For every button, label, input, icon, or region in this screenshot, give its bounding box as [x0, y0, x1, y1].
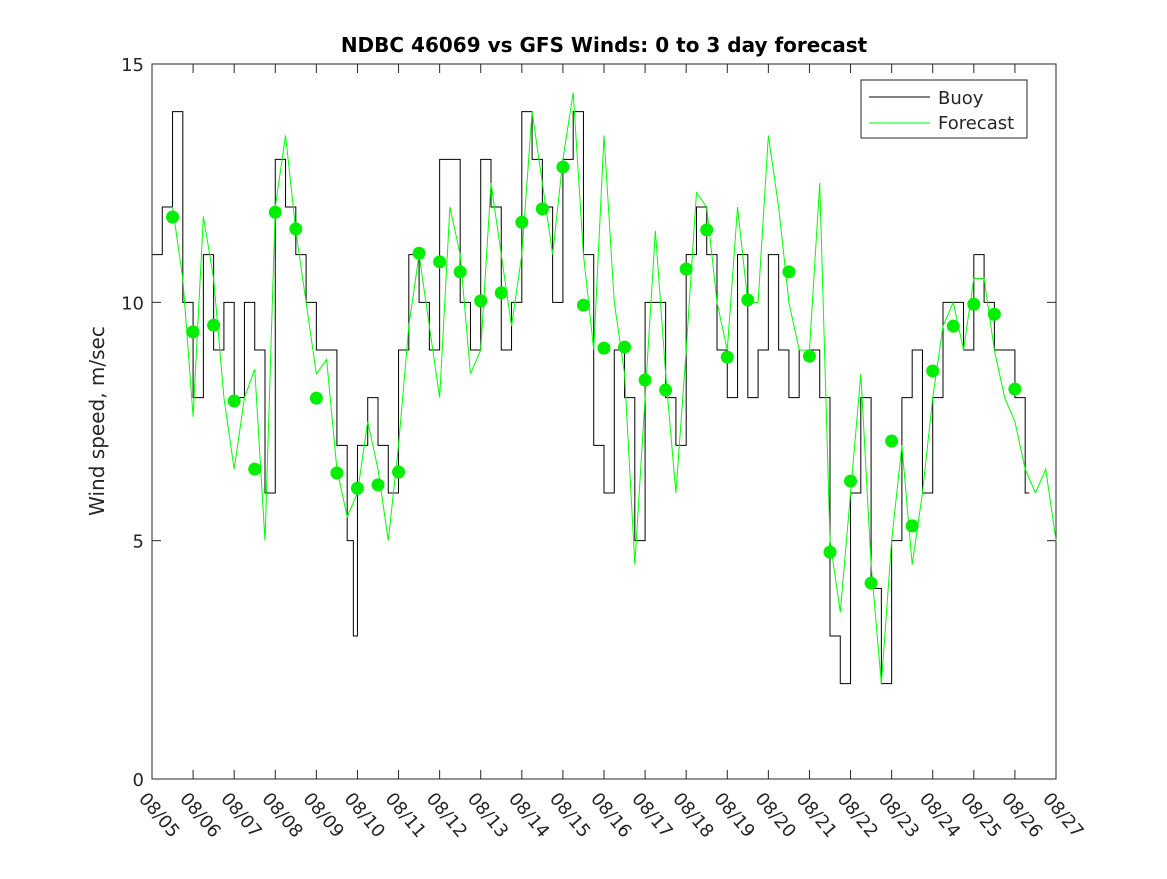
x-tick-label: 08/10 [340, 789, 389, 842]
forecast-analysis-point [576, 298, 590, 312]
x-tick-label: 08/12 [422, 789, 471, 842]
plot-area: 05101508/0508/0608/0708/0808/0908/1008/1… [121, 55, 1088, 842]
legend-box [860, 79, 1028, 139]
x-tick-label: 08/13 [463, 789, 512, 842]
forecast-analysis-point [741, 293, 755, 307]
x-tick-label: 08/27 [1038, 789, 1087, 842]
x-tick-label: 08/08 [257, 789, 306, 842]
forecast-analysis-point [556, 160, 570, 174]
forecast-analysis-point [802, 349, 816, 363]
chart-title: NDBC 46069 vs GFS Winds: 0 to 3 day fore… [341, 33, 868, 57]
forecast-analysis-point [494, 286, 508, 300]
forecast-analysis-point [453, 265, 467, 279]
forecast-analysis-point [618, 340, 632, 354]
forecast-analysis-point [309, 391, 323, 405]
forecast-analysis-point [515, 215, 529, 229]
y-axis-label: Wind speed, m/sec [85, 326, 109, 516]
x-tick-label: 08/23 [874, 789, 923, 842]
y-tick-label: 0 [133, 770, 144, 791]
x-tick-label: 08/19 [709, 789, 758, 842]
forecast-analysis-point [227, 394, 241, 408]
forecast-analysis-point [946, 319, 960, 333]
x-tick-label: 08/25 [956, 789, 1005, 842]
forecast-analysis-point [967, 297, 981, 311]
x-tick-label: 08/06 [175, 789, 224, 842]
y-tick-label: 15 [121, 55, 144, 76]
axes-box [151, 63, 1057, 780]
x-tick-label: 08/15 [545, 789, 594, 842]
x-tick-label: 08/17 [627, 789, 676, 842]
forecast-analysis-point [268, 205, 282, 219]
x-tick-label: 08/16 [586, 789, 635, 842]
legend: Buoy Forecast [860, 79, 1028, 139]
forecast-analysis-point [186, 325, 200, 339]
forecast-analysis-point [659, 383, 673, 397]
forecast-analysis-point [350, 481, 364, 495]
forecast-analysis-point [433, 255, 447, 269]
x-tick-label: 08/18 [668, 789, 717, 842]
forecast-analysis-point [392, 465, 406, 479]
buoy-line [152, 111, 1030, 685]
x-tick-label: 08/26 [997, 789, 1046, 842]
forecast-analysis-point [782, 265, 796, 279]
x-tick-label: 08/07 [216, 789, 265, 842]
forecast-analysis-point [166, 210, 180, 224]
forecast-analysis-point [926, 364, 940, 378]
y-tick-label: 5 [133, 532, 144, 553]
x-tick-label: 08/22 [833, 789, 882, 842]
x-tick-label: 08/20 [751, 789, 800, 842]
legend-buoy-label: Buoy [938, 88, 984, 109]
x-tick-label: 08/14 [504, 789, 553, 842]
forecast-analysis-point [700, 223, 714, 237]
forecast-analysis-point [248, 462, 262, 476]
y-tick-label: 10 [121, 293, 144, 314]
forecast-analysis-point [289, 222, 303, 236]
forecast-analysis-point [679, 262, 693, 276]
forecast-analysis-point [987, 307, 1001, 321]
forecast-analysis-point [844, 474, 858, 488]
forecast-analysis-point [474, 294, 488, 308]
forecast-analysis-point [864, 576, 878, 590]
forecast-analysis-point [885, 434, 899, 448]
x-tick-label: 08/24 [915, 789, 964, 842]
forecast-analysis-point [597, 341, 611, 355]
x-tick-label: 08/09 [299, 789, 348, 842]
x-tick-label: 08/21 [792, 789, 841, 842]
forecast-analysis-point [207, 318, 221, 332]
x-tick-label: 08/05 [134, 789, 183, 842]
forecast-analysis-point [1008, 382, 1022, 396]
forecast-analysis-point [330, 466, 344, 480]
forecast-analysis-point [638, 373, 652, 387]
x-tick-label: 08/11 [381, 789, 430, 842]
forecast-analysis-point [535, 202, 549, 216]
forecast-analysis-point [371, 478, 385, 492]
legend-forecast-label: Forecast [938, 113, 1014, 134]
forecast-analysis-point [412, 246, 426, 260]
forecast-analysis-point [823, 545, 837, 559]
forecast-analysis-point [905, 519, 919, 533]
forecast-analysis-point [720, 350, 734, 364]
